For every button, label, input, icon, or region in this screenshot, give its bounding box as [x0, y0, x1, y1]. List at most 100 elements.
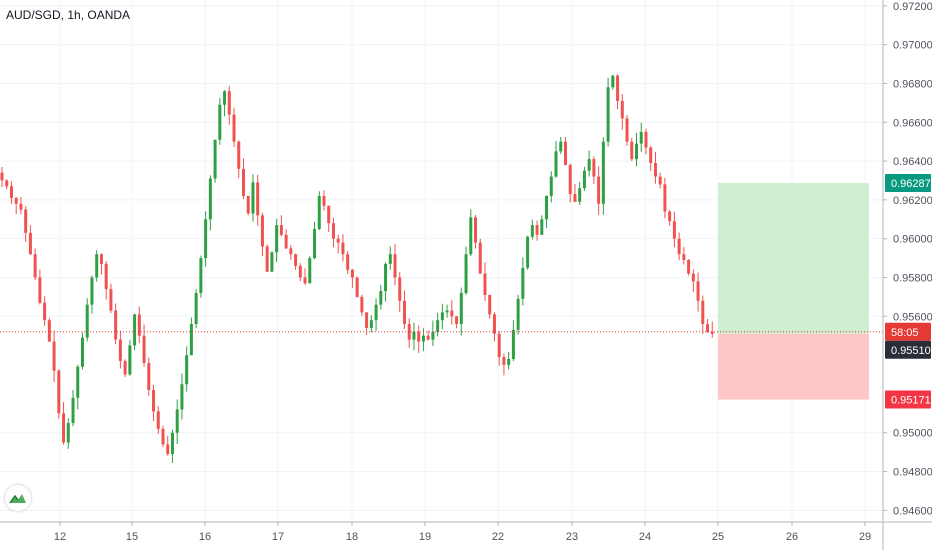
- candle-body: [322, 195, 326, 206]
- candle-body: [582, 170, 586, 189]
- candle-body: [208, 178, 212, 220]
- candle-body: [592, 159, 596, 177]
- candle-body: [19, 203, 23, 210]
- candle-body: [256, 182, 260, 216]
- candle-body: [341, 242, 345, 255]
- candle-body: [166, 444, 170, 455]
- candle-body: [563, 141, 567, 165]
- candle-body: [336, 238, 340, 243]
- profit-zone[interactable]: [718, 182, 869, 334]
- loss-zone[interactable]: [718, 333, 869, 400]
- candle-body: [365, 312, 369, 328]
- candle-body: [308, 258, 312, 284]
- candle-body: [549, 176, 553, 196]
- candle-body: [175, 409, 179, 433]
- candle-body: [545, 195, 549, 220]
- candle-body: [497, 333, 501, 358]
- tradingview-logo-icon[interactable]: [5, 485, 31, 511]
- price-axis-labels: 0.96287 58:05 0.95510 0.95171: [885, 173, 931, 409]
- time-tick-label: 22: [492, 531, 504, 543]
- candle-body: [644, 131, 648, 148]
- symbol-title[interactable]: AUD/SGD, 1h, OANDA: [6, 8, 131, 22]
- price-tick-label: 0.96000: [893, 234, 932, 246]
- time-tick-label: 19: [419, 531, 431, 543]
- candle-body: [360, 296, 364, 313]
- candle-body: [99, 254, 103, 264]
- time-tick-label: 24: [639, 531, 651, 543]
- candle-body: [137, 314, 141, 336]
- candle-body: [379, 291, 383, 305]
- price-tick-label: 0.94800: [893, 467, 932, 479]
- candle-body: [14, 197, 18, 204]
- candle-body: [616, 75, 620, 101]
- last-price-label: 0.95510: [885, 340, 931, 359]
- candle-body: [398, 277, 402, 301]
- stop-price-text: 0.95171: [891, 395, 931, 407]
- time-tick-label: 23: [566, 531, 578, 543]
- candle-body: [488, 294, 492, 315]
- time-axis[interactable]: 12 15 16 17 18 19 22 23 24 25 26 29: [54, 522, 871, 543]
- candle-body: [511, 329, 515, 359]
- candle-body: [90, 277, 94, 305]
- price-tick-label: 0.96400: [893, 156, 932, 168]
- time-tick-label: 15: [126, 531, 138, 543]
- candle-body: [668, 211, 672, 222]
- candle-body: [142, 335, 146, 363]
- candle-body: [133, 314, 137, 346]
- candle-body: [421, 335, 425, 342]
- candle-body: [625, 118, 629, 142]
- candle-body: [52, 341, 56, 371]
- candle-body: [327, 205, 331, 224]
- candle-body: [431, 331, 435, 340]
- price-axis[interactable]: 0.94600 0.94800 0.95000 0.95600 0.95800 0.960…: [883, 1, 932, 518]
- candle-body: [611, 75, 615, 88]
- candle-body: [436, 320, 440, 332]
- candle-body: [388, 254, 392, 264]
- candle-body: [402, 300, 406, 325]
- candle-body: [407, 324, 411, 340]
- candle-body: [426, 335, 430, 340]
- candle-body: [123, 360, 127, 375]
- candle-body: [710, 331, 714, 334]
- candle-body: [554, 151, 558, 177]
- candle-body: [672, 221, 676, 239]
- candle-body: [194, 293, 198, 325]
- candle-body: [701, 300, 705, 325]
- candle-body: [540, 219, 544, 235]
- candle-body: [313, 228, 317, 259]
- candle-body: [199, 258, 203, 294]
- candle-body: [57, 370, 61, 414]
- candle-body: [492, 314, 496, 334]
- candle-body: [606, 87, 610, 142]
- time-tick-label: 12: [54, 531, 66, 543]
- countdown-text: 58:05: [891, 327, 919, 339]
- candle-body: [639, 131, 643, 144]
- candle-body: [213, 139, 217, 179]
- candle-body: [653, 163, 657, 177]
- time-tick-label: 17: [272, 531, 284, 543]
- candle-body: [412, 331, 416, 340]
- candle-body: [369, 320, 373, 328]
- candle-body: [33, 254, 37, 278]
- time-tick-label: 29: [859, 531, 871, 543]
- candle-body: [260, 215, 264, 247]
- long-position-tool[interactable]: [718, 182, 869, 400]
- candle-body: [687, 260, 691, 274]
- candle-body: [5, 180, 9, 187]
- candle-body: [204, 219, 208, 259]
- candle-body: [691, 273, 695, 282]
- countdown-label: 58:05: [885, 322, 931, 341]
- candle-body: [152, 390, 156, 412]
- candle-body: [350, 269, 354, 278]
- candle-body: [232, 114, 236, 142]
- candle-body: [114, 310, 118, 340]
- candlestick-series: [0, 74, 714, 464]
- candle-body: [346, 254, 350, 270]
- candle-body: [156, 411, 160, 429]
- candle-body: [417, 331, 421, 342]
- candle-body: [275, 225, 279, 253]
- candle-body: [526, 236, 530, 268]
- candle-body: [630, 141, 634, 160]
